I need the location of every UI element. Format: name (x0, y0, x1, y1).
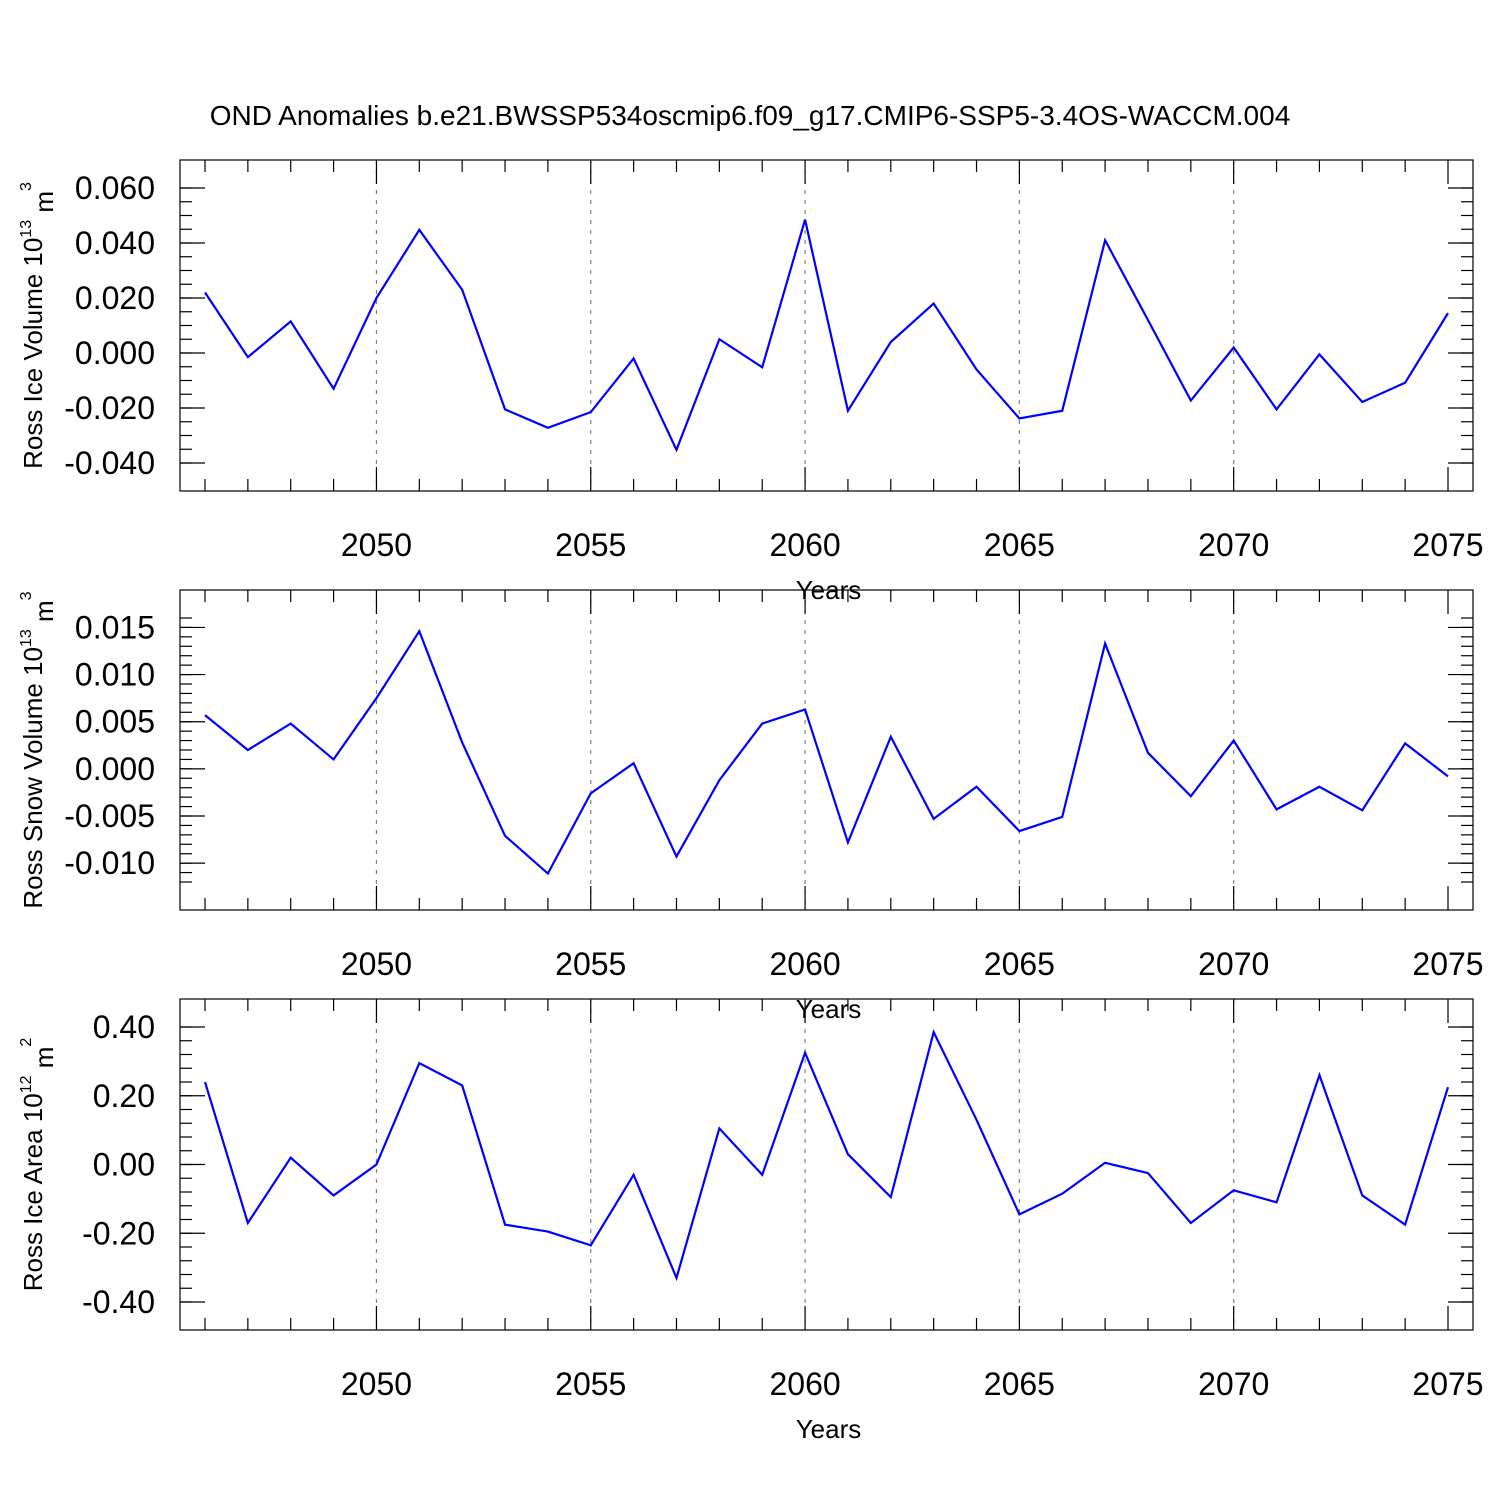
x-tick-label: 2055 (555, 946, 626, 982)
x-tick-label: 2050 (341, 946, 412, 982)
y-tick-label: 0.020 (75, 280, 155, 316)
plot-frame (179, 998, 1474, 1331)
plot-frame (179, 159, 1474, 492)
chart-panel-1: 2050 2055 2060 2065 2070 2075 -0.040 -0.020 0.00… (18, 159, 1484, 605)
series-line (204, 219, 1449, 453)
y-axis-superscript: 3 (18, 182, 35, 191)
y-axis-text: Ross Ice Area 10 (18, 1093, 48, 1291)
y-tick-label: 0.000 (75, 335, 155, 371)
y-axis-text: m (29, 600, 59, 629)
x-tick-label: 2075 (1412, 527, 1483, 563)
x-tick-label: 2065 (984, 946, 1055, 982)
y-tick-label: -0.020 (64, 390, 155, 426)
panels: 2050 2055 2060 2065 2070 2075 -0.040 -0.020 0.00… (18, 159, 1484, 1444)
x-tick-label: 2060 (769, 946, 840, 982)
y-axis-title: Ross Ice Area 1012 m2 (18, 1038, 59, 1292)
y-tick-label: 0.20 (93, 1078, 155, 1114)
x-tick-label: 2075 (1412, 946, 1483, 982)
y-tick-label: 0.000 (75, 751, 155, 787)
y-tick-label: -0.40 (82, 1284, 155, 1320)
y-tick-label: 0.010 (75, 657, 155, 693)
series-line (203, 1029, 1450, 1282)
y-axis-text: Ross Snow Volume 10 (18, 647, 48, 909)
x-tick-label: 2060 (769, 527, 840, 563)
y-axis-superscript: 13 (18, 220, 35, 238)
x-axis-title: Years (796, 1414, 862, 1444)
y-tick-label: -0.040 (64, 445, 155, 481)
y-tick-label: 0.060 (75, 170, 155, 206)
figure-title: OND Anomalies b.e21.BWSSP534oscmip6.f09_… (210, 100, 1291, 131)
x-tick-label: 2065 (984, 1366, 1055, 1402)
y-tick-label: -0.005 (64, 798, 155, 834)
y-axis-superscript: 2 (18, 1038, 35, 1047)
y-axis-title: Ross Snow Volume 1013 m3 (18, 591, 59, 908)
y-tick-label: -0.20 (82, 1215, 155, 1251)
plot-frame (179, 589, 1474, 911)
x-tick-label: 2060 (769, 1366, 840, 1402)
y-axis-text: m (29, 1047, 59, 1076)
chart-panel-3: 2050 2055 2060 2065 2070 2075 -0.40 -0.20 0.00 0.… (18, 998, 1484, 1444)
x-tick-label: 2065 (984, 527, 1055, 563)
chart-panel-2: 2050 2055 2060 2065 2070 2075 -0.010 -0.005 0.00… (18, 589, 1484, 1024)
x-tick-label: 2070 (1198, 1366, 1269, 1402)
y-axis-text: m (29, 191, 59, 220)
x-tick-label: 2070 (1198, 946, 1269, 982)
x-tick-label: 2050 (341, 1366, 412, 1402)
x-tick-label: 2050 (341, 527, 412, 563)
y-tick-label: 0.015 (75, 609, 155, 645)
x-tick-label: 2055 (555, 1366, 626, 1402)
y-axis-title: Ross Ice Volume 1013 m3 (18, 182, 59, 469)
y-tick-label: 0.00 (93, 1147, 155, 1183)
y-tick-label: -0.010 (64, 845, 155, 881)
series-line (204, 628, 1449, 876)
x-tick-label: 2055 (555, 527, 626, 563)
y-axis-superscript: 12 (18, 1075, 35, 1093)
y-axis-superscript: 3 (18, 591, 35, 600)
y-axis-superscript: 13 (18, 629, 35, 647)
y-tick-label: 0.040 (75, 225, 155, 261)
x-tick-label: 2075 (1412, 1366, 1483, 1402)
x-tick-label: 2070 (1198, 527, 1269, 563)
y-tick-label: 0.40 (93, 1009, 155, 1045)
y-axis-text: Ross Ice Volume 10 (18, 238, 48, 469)
y-tick-label: 0.005 (75, 704, 155, 740)
